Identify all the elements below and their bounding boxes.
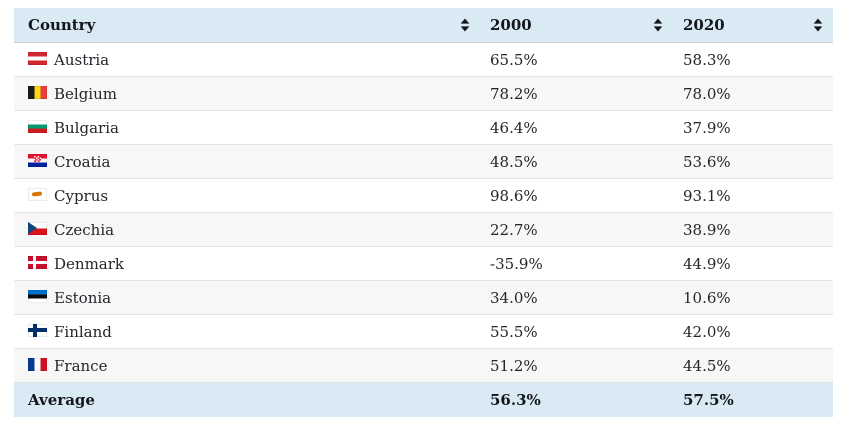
country-cell: France <box>14 348 480 383</box>
column-header-2020[interactable]: 2020 <box>673 8 833 43</box>
value-2000-cell: 78.2% <box>480 76 673 111</box>
value-2000-cell: -35.9% <box>480 246 673 281</box>
column-header-2000[interactable]: 2000 <box>480 8 673 43</box>
country-cell: Bulgaria <box>14 110 480 145</box>
value-2000-cell: 65.5% <box>480 42 673 77</box>
flag-bulgaria-icon <box>28 120 47 133</box>
flag-czechia-icon <box>28 222 47 235</box>
table-header-row: Country 2000 2020 <box>14 8 833 43</box>
country-name: Estonia <box>54 289 112 307</box>
table-row-bulgaria: Bulgaria 46.4% 37.9% <box>14 110 833 145</box>
value-2020-cell: 78.0% <box>673 76 833 111</box>
value-2000-cell: 98.6% <box>480 178 673 213</box>
country-name: Czechia <box>54 221 115 239</box>
value-2000-cell: 22.7% <box>480 212 673 247</box>
flag-cyprus-icon <box>28 188 47 201</box>
table-row-finland: Finland 55.5% 42.0% <box>14 314 833 349</box>
table-row-estonia: Estonia 34.0% 10.6% <box>14 280 833 315</box>
value-2000-cell: 55.5% <box>480 314 673 349</box>
value-2020-cell: 10.6% <box>673 280 833 315</box>
column-header-country[interactable]: Country <box>14 8 480 43</box>
country-cell: Austria <box>14 42 480 77</box>
value-2000-cell: 48.5% <box>480 144 673 179</box>
country-cell: Croatia <box>14 144 480 179</box>
country-table-container: Country 2000 2020 Austria 65.5% 5 <box>14 8 833 417</box>
table-row-belgium: Belgium 78.2% 78.0% <box>14 76 833 111</box>
sort-arrows-icon <box>813 18 823 32</box>
flag-estonia-icon <box>28 290 47 303</box>
value-2020-cell: 44.9% <box>673 246 833 281</box>
sort-arrows-icon <box>653 18 663 32</box>
average-2020-value: 57.5% <box>673 382 833 417</box>
country-cell: Czechia <box>14 212 480 247</box>
column-header-label: 2020 <box>683 16 725 34</box>
country-name: Bulgaria <box>54 119 119 137</box>
value-2020-cell: 53.6% <box>673 144 833 179</box>
country-name: Austria <box>54 51 110 69</box>
value-2020-cell: 44.5% <box>673 348 833 383</box>
country-cell: Finland <box>14 314 480 349</box>
table-row-croatia: Croatia 48.5% 53.6% <box>14 144 833 179</box>
country-name: France <box>54 357 108 375</box>
average-2000-value: 56.3% <box>480 382 673 417</box>
table-row-france: France 51.2% 44.5% <box>14 348 833 383</box>
flag-croatia-icon <box>28 154 47 167</box>
country-cell: Estonia <box>14 280 480 315</box>
country-cell: Denmark <box>14 246 480 281</box>
country-name: Belgium <box>54 85 117 103</box>
table-row-czechia: Czechia 22.7% 38.9% <box>14 212 833 247</box>
flag-finland-icon <box>28 324 47 337</box>
table-row-cyprus: Cyprus 98.6% 93.1% <box>14 178 833 213</box>
value-2020-cell: 93.1% <box>673 178 833 213</box>
value-2000-cell: 51.2% <box>480 348 673 383</box>
value-2000-cell: 34.0% <box>480 280 673 315</box>
flag-france-icon <box>28 358 47 371</box>
country-cell: Cyprus <box>14 178 480 213</box>
average-label: Average <box>14 382 480 417</box>
country-cell: Belgium <box>14 76 480 111</box>
column-header-label: Country <box>28 16 96 34</box>
column-header-label: 2000 <box>490 16 532 34</box>
table-row-denmark: Denmark -35.9% 44.9% <box>14 246 833 281</box>
flag-belgium-icon <box>28 86 47 99</box>
table-footer-row: Average 56.3% 57.5% <box>14 382 833 417</box>
country-name: Cyprus <box>54 187 109 205</box>
value-2020-cell: 58.3% <box>673 42 833 77</box>
value-2000-cell: 46.4% <box>480 110 673 145</box>
country-name: Finland <box>54 323 112 341</box>
country-data-table: Country 2000 2020 Austria 65.5% 5 <box>14 8 833 417</box>
flag-austria-icon <box>28 52 47 65</box>
country-name: Croatia <box>54 153 111 171</box>
sort-arrows-icon <box>460 18 470 32</box>
value-2020-cell: 42.0% <box>673 314 833 349</box>
value-2020-cell: 38.9% <box>673 212 833 247</box>
table-row-austria: Austria 65.5% 58.3% <box>14 42 833 77</box>
flag-denmark-icon <box>28 256 47 269</box>
country-name: Denmark <box>54 255 124 273</box>
value-2020-cell: 37.9% <box>673 110 833 145</box>
